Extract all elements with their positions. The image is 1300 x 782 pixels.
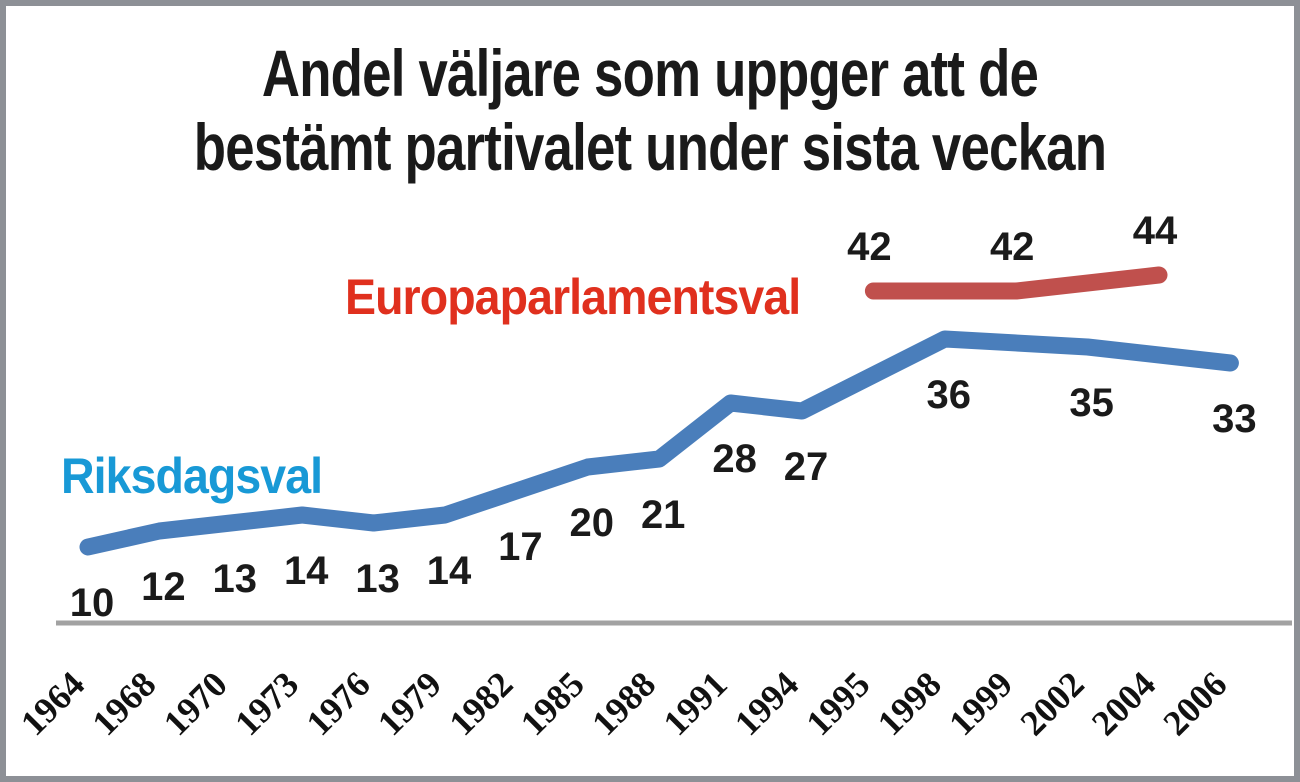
data-label-riksdagsval-1973: 14 [284,549,329,593]
data-label-riksdagsval-1985: 20 [570,501,615,545]
x-axis-label-1976: 1976 [299,664,378,743]
data-label-riksdagsval-1976: 13 [355,557,400,601]
riksdagsval-series-label: Riksdagsval [61,448,323,504]
x-axis-label-1964: 1964 [13,664,92,743]
x-axis-label-1991: 1991 [656,664,735,743]
x-axis-label-2006: 2006 [1155,664,1234,743]
x-axis-label-2002: 2002 [1013,664,1092,743]
x-axis-label-1998: 1998 [870,664,949,743]
data-label-riksdagsval-1968: 12 [141,565,186,609]
data-label-riksdagsval-1970: 13 [213,557,258,601]
x-axis-label-1973: 1973 [227,664,306,743]
x-axis-label-1982: 1982 [441,664,520,743]
data-label-europaparlamentsval-1995: 42 [847,225,892,269]
data-label-riksdagsval-1979: 14 [427,549,472,593]
x-axis-label-1994: 1994 [727,664,806,743]
data-label-riksdagsval-1994: 27 [784,445,829,489]
riksdagsval-line [79,330,1239,556]
x-axis-label-1985: 1985 [513,664,592,743]
data-label-riksdagsval-1991: 28 [712,437,757,481]
data-label-riksdagsval-1982: 17 [498,525,543,569]
x-axis-label-1999: 1999 [941,664,1020,743]
chart-title-line2: bestämt partivalet under sista veckan [193,110,1107,184]
x-axis-label-1995: 1995 [798,664,877,743]
chart-title-line1: Andel väljare som uppger att de [261,36,1039,110]
x-axis-label-1979: 1979 [370,664,449,743]
x-axis-label-1968: 1968 [84,664,163,743]
x-axis-label-2004: 2004 [1084,664,1163,743]
data-label-riksdagsval-2002: 35 [1069,381,1114,425]
chart-title: Andel väljare som uppger att de bestämt … [135,36,1165,184]
data-label-riksdagsval-1964: 10 [70,581,115,625]
data-label-europaparlamentsval-1999: 42 [990,225,1035,269]
europaparlamentsval-series-label: Europaparlamentsval [345,269,801,325]
data-label-riksdagsval-1988: 21 [641,493,686,537]
data-label-riksdagsval-1998: 36 [927,373,972,417]
data-label-riksdagsval-2006: 33 [1212,397,1257,441]
x-axis-label-1970: 1970 [156,664,235,743]
data-label-europaparlamentsval-2004: 44 [1133,209,1178,253]
europaparlamentsval-line [864,266,1168,300]
x-axis-label-1988: 1988 [584,664,663,743]
